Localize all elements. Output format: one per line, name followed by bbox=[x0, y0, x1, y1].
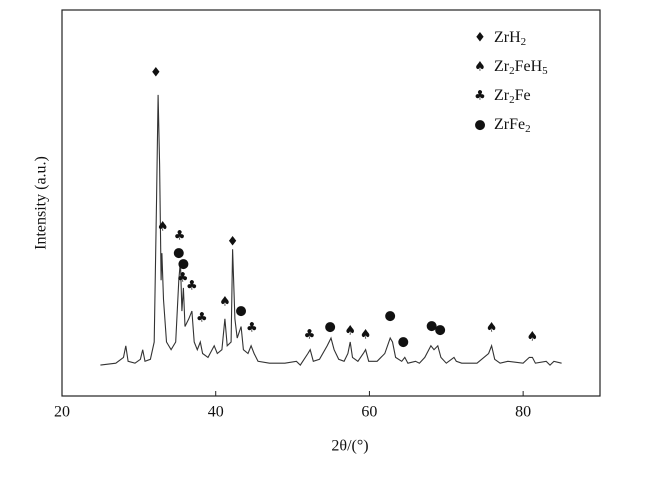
phase-marker: ♠ bbox=[219, 294, 231, 309]
legend-marker: ♣ bbox=[474, 89, 486, 104]
x-tick-label: 40 bbox=[208, 404, 224, 421]
legend-label: ZrFe2 bbox=[494, 116, 531, 135]
plot-frame bbox=[61, 9, 601, 397]
x-axis-label: 2θ/(°) bbox=[331, 438, 368, 455]
phase-marker: ♣ bbox=[177, 270, 189, 285]
legend-marker: ♦ bbox=[474, 31, 486, 46]
legend-marker: ♠ bbox=[474, 60, 486, 75]
phase-marker: ♣ bbox=[246, 321, 258, 336]
phase-marker: ♠ bbox=[360, 328, 372, 343]
phase-marker: ♦ bbox=[150, 65, 162, 80]
phase-marker: ♠ bbox=[527, 329, 539, 344]
y-axis-label: Intensity (a.u.) bbox=[33, 156, 50, 250]
xrd-trace bbox=[100, 94, 562, 366]
legend-marker: ● bbox=[474, 118, 485, 133]
legend-label: Zr2FeH5 bbox=[494, 58, 548, 77]
phase-marker: ● bbox=[398, 334, 409, 349]
phase-marker: ♣ bbox=[304, 328, 316, 343]
phase-marker: ♠ bbox=[157, 219, 169, 234]
phase-marker: ● bbox=[385, 309, 396, 324]
x-tick-label: 60 bbox=[361, 404, 377, 421]
legend-label: Zr2Fe bbox=[494, 87, 531, 106]
phase-marker: ● bbox=[235, 304, 246, 319]
phase-marker: ♠ bbox=[486, 321, 498, 336]
x-tick-label: 20 bbox=[54, 404, 70, 421]
x-tick-label: 80 bbox=[515, 404, 531, 421]
phase-marker: ♣ bbox=[196, 311, 208, 326]
phase-marker: ♦ bbox=[227, 234, 239, 249]
legend-label: ZrH2 bbox=[494, 29, 526, 48]
phase-marker: ♣ bbox=[186, 278, 198, 293]
phase-marker: ● bbox=[426, 319, 437, 334]
phase-marker: ● bbox=[178, 256, 189, 271]
phase-marker: ● bbox=[325, 319, 336, 334]
phase-marker: ● bbox=[434, 322, 445, 337]
phase-marker: ● bbox=[173, 246, 184, 261]
phase-marker: ♣ bbox=[174, 228, 186, 243]
phase-marker: ♠ bbox=[344, 324, 356, 339]
